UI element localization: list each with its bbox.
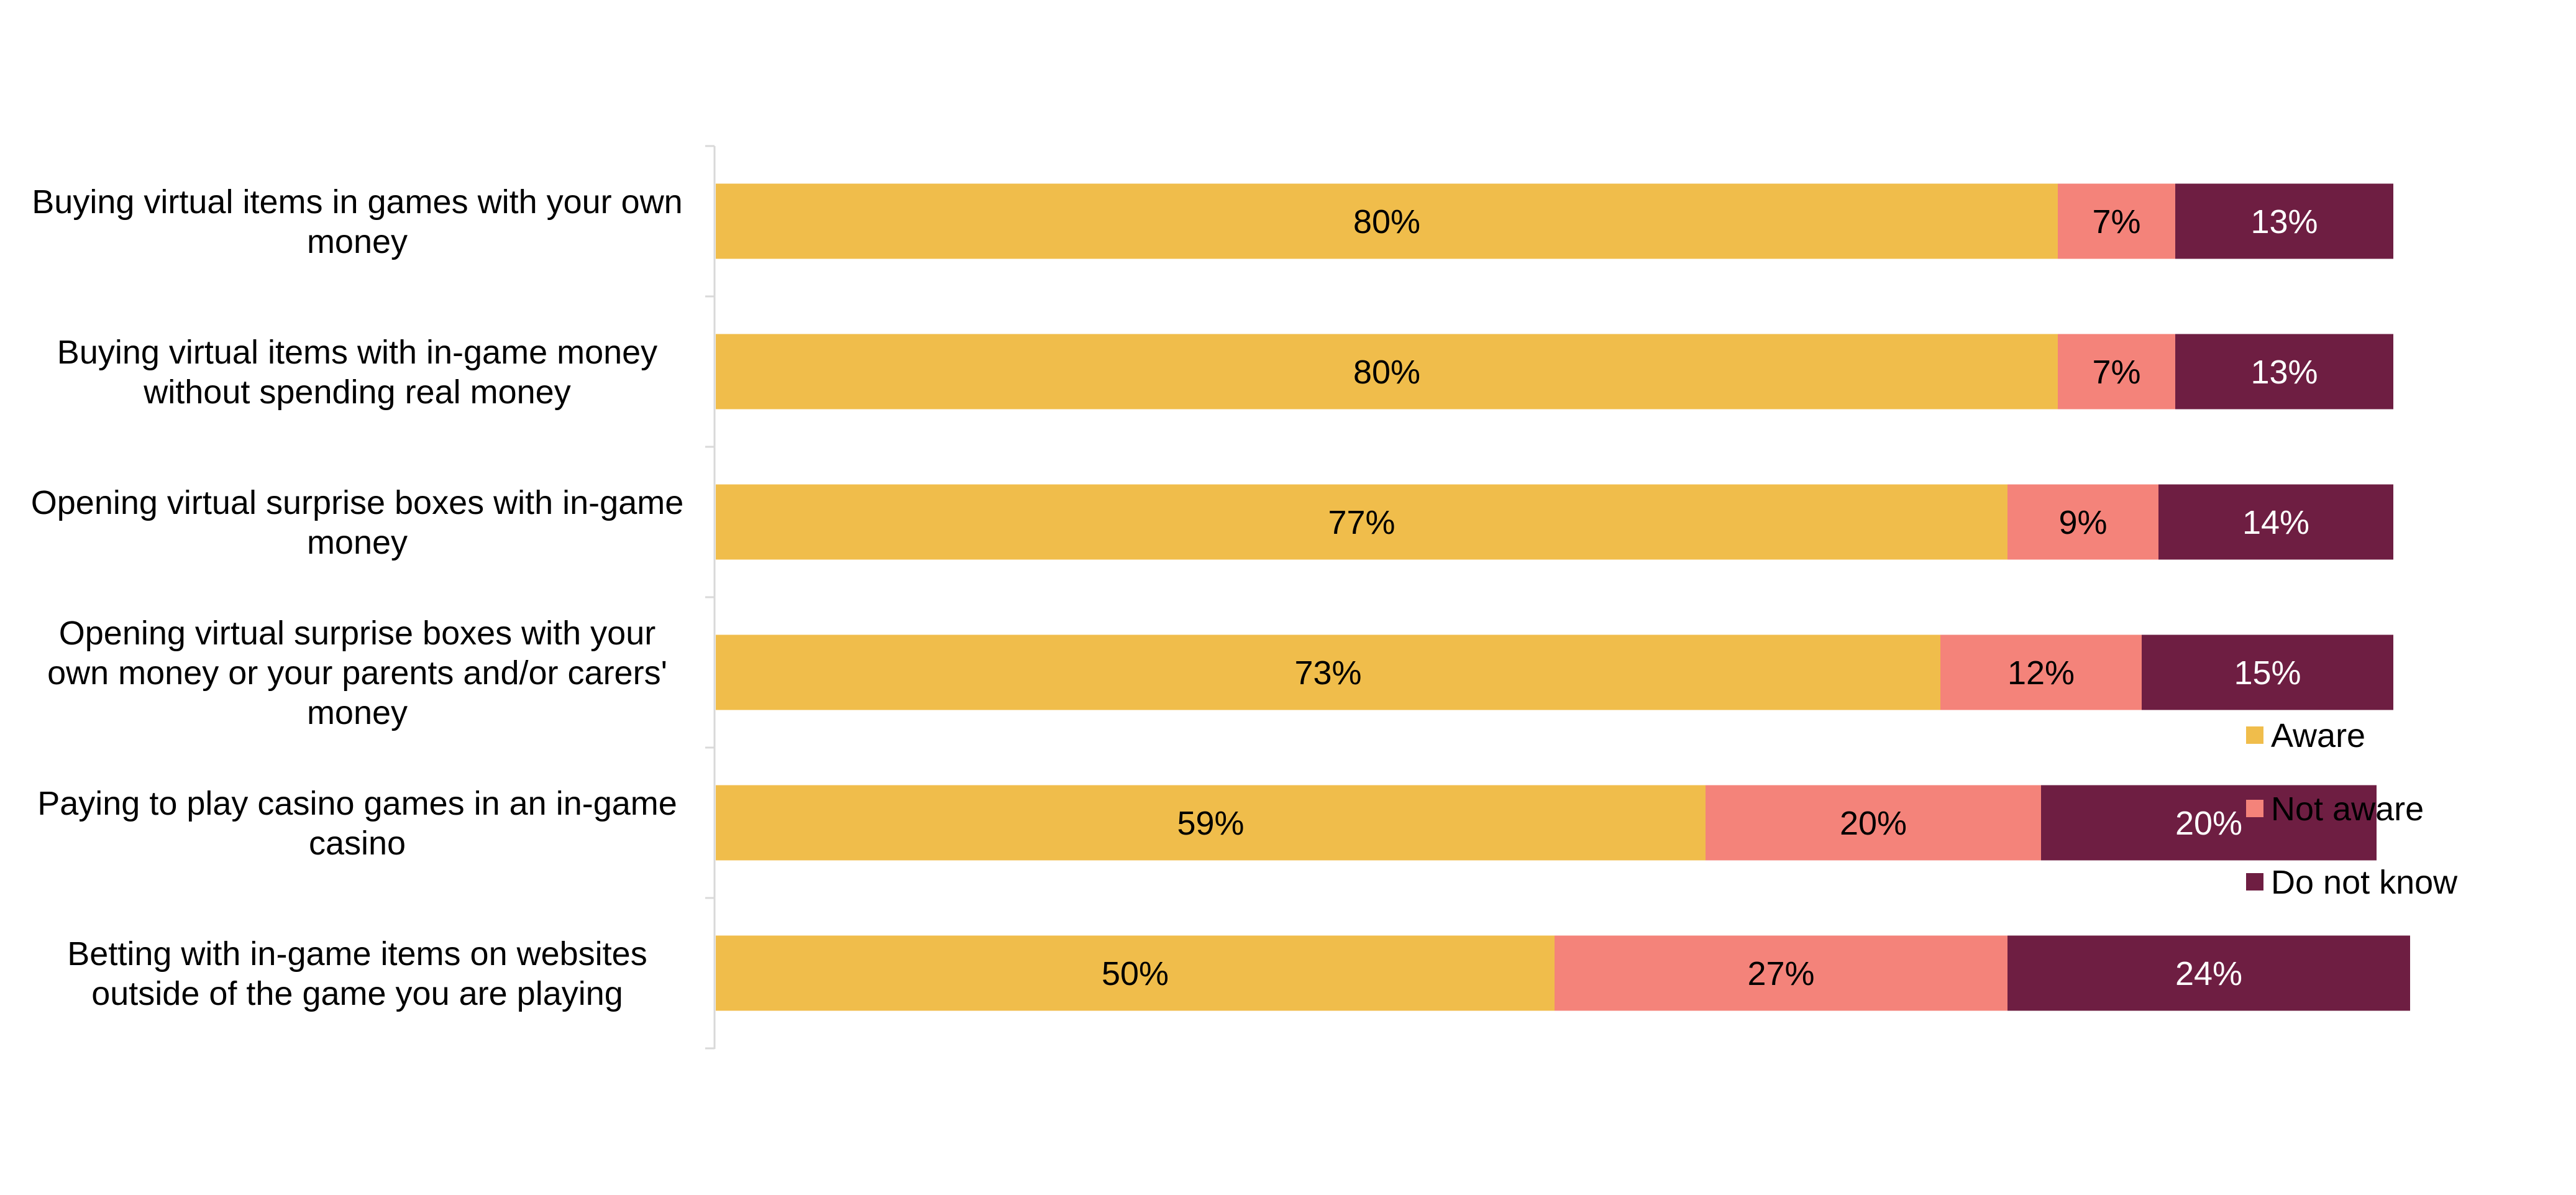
category-labels: Buying virtual items in games with your … <box>31 183 684 1012</box>
data-label-aware: 50% <box>1102 955 1169 992</box>
data-label-do-not-know: 13% <box>2250 354 2318 391</box>
category-label: Opening virtual surprise boxes with your… <box>47 615 667 731</box>
data-label-not-aware: 20% <box>1840 805 1907 842</box>
bar-segment-do-not-know <box>2175 183 2393 259</box>
legend: Aware Not aware Do not know <box>2246 717 2458 901</box>
category-label: Paying to play casino games in an in-gam… <box>37 785 677 862</box>
data-label-not-aware: 9% <box>2058 504 2107 541</box>
category-label: Buying virtual items with in-game money w… <box>57 334 657 411</box>
bars <box>716 183 2410 1011</box>
bar-segment-do-not-know <box>2041 785 2377 861</box>
category-label: Buying virtual items in games with your … <box>32 183 682 260</box>
bar-segment-not-aware <box>1940 634 2142 710</box>
bar-segment-do-not-know <box>2175 334 2393 410</box>
data-label-aware: 73% <box>1294 654 1361 692</box>
legend-label-not-aware: Not aware <box>2271 790 2424 828</box>
data-label-not-aware: 7% <box>2092 203 2140 240</box>
data-label-aware: 80% <box>1353 354 1420 391</box>
bar-segment-do-not-know <box>2158 484 2393 560</box>
bar-segment-do-not-know <box>2007 935 2410 1011</box>
data-label-not-aware: 27% <box>1747 955 1814 992</box>
data-label-do-not-know: 24% <box>2175 955 2242 992</box>
category-label: Opening virtual surprise boxes with in-g… <box>31 484 684 561</box>
data-label-aware: 59% <box>1177 805 1244 842</box>
bar-segment-not-aware <box>1706 785 2041 861</box>
bar-segment-not-aware <box>2058 334 2175 410</box>
bar-segment-not-aware <box>2007 484 2158 560</box>
data-labels: 80% 7% 13% 80% 7% 13% 77% 9% 14% 73% 12% 15% 59% 20% 2… <box>1102 203 2318 992</box>
bar-segment-not-aware <box>2058 183 2175 259</box>
legend-label-do-not-know: Do not know <box>2271 864 2458 901</box>
data-label-not-aware: 12% <box>2007 654 2075 692</box>
bar-segment-aware <box>716 334 2058 410</box>
data-label-do-not-know: 13% <box>2250 203 2318 240</box>
bar-segment-aware <box>716 484 2007 560</box>
legend-swatch-do-not-know <box>2246 873 2263 891</box>
category-axis-ticks <box>705 145 715 1050</box>
bar-segment-not-aware <box>1555 935 2007 1011</box>
data-label-aware: 80% <box>1353 203 1420 240</box>
category-label: Betting with in-game items on websites ou… <box>67 935 647 1012</box>
bar-segment-aware <box>716 634 1940 710</box>
bar-segment-aware <box>716 935 1555 1011</box>
data-label-do-not-know: 14% <box>2242 504 2309 541</box>
legend-swatch-aware <box>2246 726 2263 744</box>
bar-segment-aware <box>716 183 2058 259</box>
data-label-do-not-know: 15% <box>2234 654 2301 692</box>
data-label-not-aware: 7% <box>2092 354 2140 391</box>
bar-segment-do-not-know <box>2142 634 2393 710</box>
legend-swatch-not-aware <box>2246 800 2263 817</box>
legend-label-aware: Aware <box>2271 717 2365 754</box>
data-label-aware: 77% <box>1328 504 1395 541</box>
data-label-do-not-know: 20% <box>2175 805 2242 842</box>
bar-segment-aware <box>716 785 1706 861</box>
